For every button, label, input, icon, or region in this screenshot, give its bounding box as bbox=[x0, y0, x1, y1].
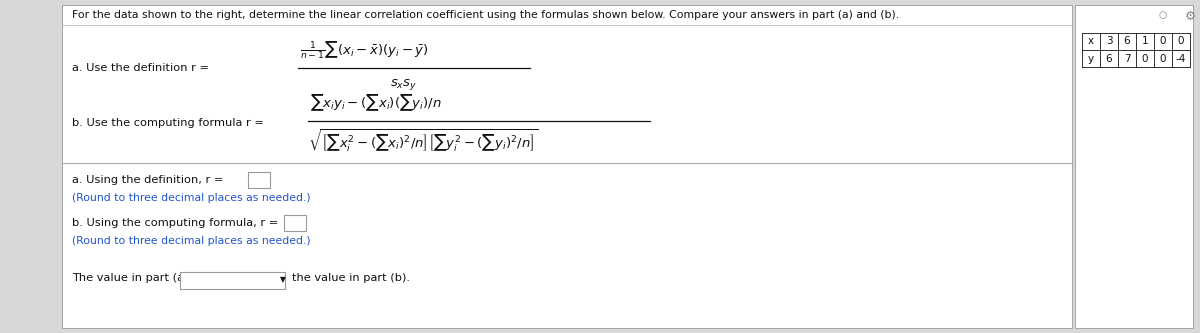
Text: a. Use the definition r =: a. Use the definition r = bbox=[72, 63, 209, 73]
Text: The value in part (a) is: The value in part (a) is bbox=[72, 273, 202, 283]
Text: $\sum x_iy_i - (\sum x_i)(\sum y_i)/n$: $\sum x_iy_i - (\sum x_i)(\sum y_i)/n$ bbox=[310, 93, 442, 113]
Text: b. Use the computing formula r =: b. Use the computing formula r = bbox=[72, 118, 264, 128]
Text: (Round to three decimal places as needed.): (Round to three decimal places as needed… bbox=[72, 193, 311, 203]
FancyBboxPatch shape bbox=[1075, 5, 1193, 328]
Text: x: x bbox=[1088, 37, 1094, 47]
Text: $s_x s_y$: $s_x s_y$ bbox=[390, 77, 418, 92]
Text: ⚙: ⚙ bbox=[1184, 10, 1195, 23]
Text: the value in part (b).: the value in part (b). bbox=[292, 273, 410, 283]
Text: y: y bbox=[1088, 54, 1094, 64]
Text: 0: 0 bbox=[1141, 54, 1148, 64]
Text: (Round to three decimal places as needed.): (Round to three decimal places as needed… bbox=[72, 236, 311, 246]
Text: 3: 3 bbox=[1105, 37, 1112, 47]
Text: a. Using the definition, r =: a. Using the definition, r = bbox=[72, 175, 223, 185]
FancyBboxPatch shape bbox=[284, 215, 306, 231]
Text: ▼: ▼ bbox=[280, 275, 286, 284]
Text: 7: 7 bbox=[1123, 54, 1130, 64]
FancyBboxPatch shape bbox=[248, 172, 270, 188]
Text: b. Using the computing formula, r =: b. Using the computing formula, r = bbox=[72, 218, 278, 228]
FancyBboxPatch shape bbox=[180, 272, 286, 289]
Text: 6: 6 bbox=[1123, 37, 1130, 47]
Text: 0: 0 bbox=[1159, 54, 1166, 64]
Text: 0: 0 bbox=[1177, 37, 1184, 47]
Text: -4: -4 bbox=[1176, 54, 1186, 64]
Text: 6: 6 bbox=[1105, 54, 1112, 64]
Text: 1: 1 bbox=[1141, 37, 1148, 47]
Text: ○: ○ bbox=[1159, 10, 1168, 20]
Text: $\frac{1}{n-1}\sum(x_i-\bar{x})(y_i-\bar{y})$: $\frac{1}{n-1}\sum(x_i-\bar{x})(y_i-\bar… bbox=[300, 39, 428, 61]
Text: $\sqrt{\left[\sum x_i^2-(\sum x_i)^2/n\right]\left[\sum y_i^2-(\sum y_i)^2/n\rig: $\sqrt{\left[\sum x_i^2-(\sum x_i)^2/n\r… bbox=[308, 128, 539, 154]
Text: 0: 0 bbox=[1159, 37, 1166, 47]
FancyBboxPatch shape bbox=[62, 5, 1072, 328]
Text: For the data shown to the right, determine the linear correlation coefficient us: For the data shown to the right, determi… bbox=[72, 10, 899, 20]
